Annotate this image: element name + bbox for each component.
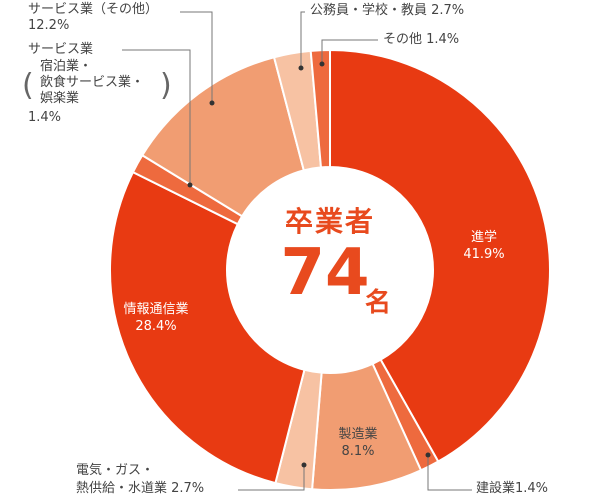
leader-line-service1 <box>122 49 191 185</box>
leader-line-komuin <box>300 11 305 68</box>
donut-slices <box>109 48 551 491</box>
label-service1-sub3: 娯楽業 <box>40 91 80 106</box>
slice-label-shingaku-name: 進学 <box>470 230 497 245</box>
label-denki-line1: 電気・ガス・ <box>76 463 155 478</box>
center-unit: 名 <box>365 288 392 318</box>
paren-open: ( <box>22 68 34 103</box>
leader-line-service2 <box>180 11 213 103</box>
label-service2-pct: 12.2% <box>28 18 70 33</box>
leader-dot-komuin <box>298 65 304 71</box>
slice-label-joho-name: 情報通信業 <box>123 302 189 317</box>
slice-label-seizo-name: 製造業 <box>338 427 378 442</box>
label-sonota: その他 1.4% <box>383 32 460 47</box>
leader-dot-denki <box>301 462 307 468</box>
slice-label-seizo: 製造業 8.1% <box>338 426 377 460</box>
slice-label-joho: 情報通信業 28.4% <box>123 301 188 335</box>
label-komuin: 公務員・学校・教員 2.7% <box>310 3 465 18</box>
center-title: 卒業者 <box>284 205 375 238</box>
slice-label-shingaku-pct: 41.9% <box>463 247 505 262</box>
leader-line-denki <box>238 465 305 491</box>
label-denki-line2: 熱供給・水道業 2.7% <box>76 481 205 496</box>
leader-dot-sonota <box>319 61 325 67</box>
leader-line-sonota <box>321 39 378 64</box>
label-service1-sub1: 宿泊業・ <box>40 59 93 74</box>
slice-label-joho-pct: 28.4% <box>135 319 177 334</box>
slice-label-shingaku: 進学 41.9% <box>463 229 504 263</box>
center-total: 74 <box>280 236 370 310</box>
leader-dot-service1 <box>187 182 193 188</box>
label-kensetsu: 建設業1.4% <box>476 481 549 496</box>
slice-label-seizo-pct: 8.1% <box>341 444 375 459</box>
label-service1-pct: 1.4% <box>28 110 62 125</box>
label-service1-title: サービス業 <box>28 42 94 57</box>
leader-dot-service2 <box>209 100 215 106</box>
donut-slice-4 <box>109 170 306 485</box>
paren-close: ) <box>160 68 172 103</box>
label-service2-name: サービス業（その他） <box>28 2 159 17</box>
donut-hole <box>227 167 433 373</box>
leader-line-kensetsu <box>427 455 472 491</box>
leader-dot-kensetsu <box>425 452 431 458</box>
leader-lines <box>122 11 472 491</box>
label-service1-sub2: 飲食サービス業・ <box>40 75 145 90</box>
